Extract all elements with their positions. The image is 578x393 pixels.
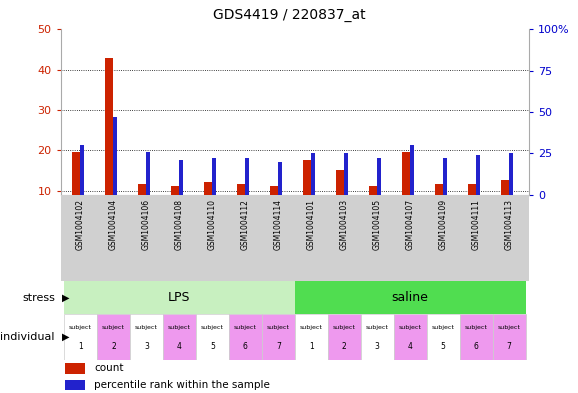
Bar xyxy=(163,314,196,360)
Text: 2: 2 xyxy=(111,342,116,351)
Bar xyxy=(72,152,80,195)
Text: subject: subject xyxy=(498,325,521,330)
Text: GSM1004107: GSM1004107 xyxy=(406,199,414,250)
Text: GDS4419 / 220837_at: GDS4419 / 220837_at xyxy=(213,8,365,22)
Text: subject: subject xyxy=(234,325,257,330)
Text: subject: subject xyxy=(366,325,388,330)
Text: GSM1004102: GSM1004102 xyxy=(76,199,85,250)
Bar xyxy=(295,281,525,314)
Bar xyxy=(171,187,179,195)
Bar xyxy=(270,187,278,195)
Text: GSM1004109: GSM1004109 xyxy=(439,199,447,250)
Text: subject: subject xyxy=(399,325,421,330)
Text: GSM1004111: GSM1004111 xyxy=(472,199,481,250)
Text: 2: 2 xyxy=(342,342,347,351)
Bar xyxy=(344,153,348,195)
Bar xyxy=(509,153,513,195)
Text: 6: 6 xyxy=(474,342,479,351)
Text: GSM1004101: GSM1004101 xyxy=(307,199,316,250)
Bar xyxy=(97,314,130,360)
Text: GSM1004110: GSM1004110 xyxy=(208,199,217,250)
Text: ▶: ▶ xyxy=(62,332,70,342)
Bar xyxy=(237,184,245,195)
Text: 3: 3 xyxy=(375,342,380,351)
Text: subject: subject xyxy=(69,325,92,330)
Text: GSM1004112: GSM1004112 xyxy=(241,199,250,250)
Bar xyxy=(443,158,447,195)
Text: GSM1004103: GSM1004103 xyxy=(340,199,349,250)
Text: subject: subject xyxy=(201,325,224,330)
Bar xyxy=(113,117,117,195)
Bar xyxy=(64,314,97,360)
Text: subject: subject xyxy=(465,325,488,330)
Bar xyxy=(435,184,443,195)
Text: subject: subject xyxy=(168,325,191,330)
Text: subject: subject xyxy=(102,325,125,330)
Text: ▶: ▶ xyxy=(62,293,70,303)
Bar xyxy=(427,314,460,360)
Text: subject: subject xyxy=(300,325,323,330)
Bar xyxy=(468,184,476,195)
Bar xyxy=(146,152,150,195)
Text: subject: subject xyxy=(333,325,355,330)
Bar xyxy=(394,314,427,360)
Bar xyxy=(65,380,85,390)
Text: stress: stress xyxy=(22,293,55,303)
Bar xyxy=(303,160,312,195)
Text: 5: 5 xyxy=(210,342,215,351)
Text: 1: 1 xyxy=(78,342,83,351)
Bar xyxy=(328,314,361,360)
Text: subject: subject xyxy=(432,325,454,330)
Text: 7: 7 xyxy=(507,342,512,351)
Bar xyxy=(278,162,282,195)
Text: subject: subject xyxy=(267,325,290,330)
Bar xyxy=(501,180,509,195)
Bar xyxy=(179,160,183,195)
Text: 4: 4 xyxy=(407,342,413,351)
Bar xyxy=(361,314,394,360)
Bar xyxy=(204,182,212,195)
Bar xyxy=(196,314,229,360)
Text: 3: 3 xyxy=(144,342,149,351)
Bar xyxy=(262,314,295,360)
Text: GSM1004108: GSM1004108 xyxy=(175,199,184,250)
Bar xyxy=(212,158,216,195)
Bar xyxy=(312,153,315,195)
Bar xyxy=(336,171,344,195)
Text: GSM1004105: GSM1004105 xyxy=(373,199,381,250)
Bar xyxy=(369,187,377,195)
Text: GSM1004114: GSM1004114 xyxy=(274,199,283,250)
Text: 1: 1 xyxy=(309,342,314,351)
Bar xyxy=(80,145,84,195)
Text: GSM1004113: GSM1004113 xyxy=(505,199,514,250)
Text: GSM1004106: GSM1004106 xyxy=(142,199,151,250)
Bar xyxy=(138,184,146,195)
Text: individual: individual xyxy=(1,332,55,342)
Text: percentile rank within the sample: percentile rank within the sample xyxy=(94,380,271,390)
Bar xyxy=(410,145,414,195)
Bar xyxy=(377,158,381,195)
Text: LPS: LPS xyxy=(168,291,191,304)
Bar xyxy=(492,314,525,360)
Bar xyxy=(229,314,262,360)
Bar xyxy=(65,363,85,374)
Text: count: count xyxy=(94,363,124,373)
Bar xyxy=(105,58,113,195)
Bar xyxy=(402,152,410,195)
Text: subject: subject xyxy=(135,325,158,330)
Bar xyxy=(295,314,328,360)
Bar xyxy=(64,281,295,314)
Text: 6: 6 xyxy=(243,342,248,351)
Text: 7: 7 xyxy=(276,342,281,351)
Text: 5: 5 xyxy=(440,342,446,351)
Bar xyxy=(130,314,163,360)
Text: saline: saline xyxy=(392,291,429,304)
Text: 4: 4 xyxy=(177,342,182,351)
Bar xyxy=(460,314,492,360)
Bar xyxy=(245,158,249,195)
Text: GSM1004104: GSM1004104 xyxy=(109,199,118,250)
Bar xyxy=(476,155,480,195)
